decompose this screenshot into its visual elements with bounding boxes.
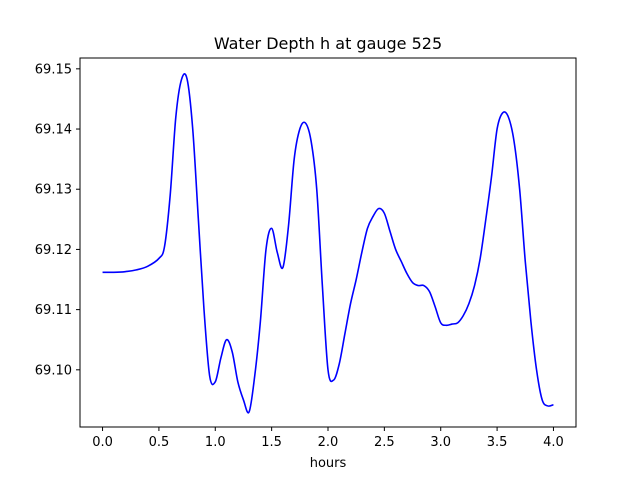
x-tick-label: 1.0 (205, 435, 226, 450)
plot-area (102, 73, 554, 414)
x-tick-label: 1.5 (261, 435, 282, 450)
chart-title: Water Depth h at gauge 525 (214, 34, 442, 53)
x-tick-label: 3.5 (487, 435, 508, 450)
x-tick-label: 0.5 (149, 435, 170, 450)
x-tick-label: 3.0 (430, 435, 451, 450)
y-tick-label: 69.10 (35, 363, 72, 378)
y-tick-label: 69.14 (35, 123, 72, 138)
x-axis-ticks: 0.0 0.5 1.0 1.5 2.0 2.5 3.0 3.5 4.0 (92, 427, 564, 450)
x-tick-label: 2.0 (318, 435, 339, 450)
y-tick-label: 69.11 (35, 303, 72, 318)
y-tick-label: 69.12 (35, 243, 72, 258)
x-tick-label: 0.0 (92, 435, 113, 450)
x-axis-label: hours (310, 456, 347, 471)
y-tick-label: 69.13 (35, 183, 72, 198)
y-axis-ticks: 69.10 69.11 69.12 69.13 69.14 69.15 (35, 62, 80, 378)
y-tick-label: 69.15 (35, 62, 72, 77)
x-tick-label: 4.0 (543, 435, 564, 450)
x-tick-label: 2.5 (374, 435, 395, 450)
series-line (102, 73, 554, 414)
axes-frame (79, 57, 577, 428)
